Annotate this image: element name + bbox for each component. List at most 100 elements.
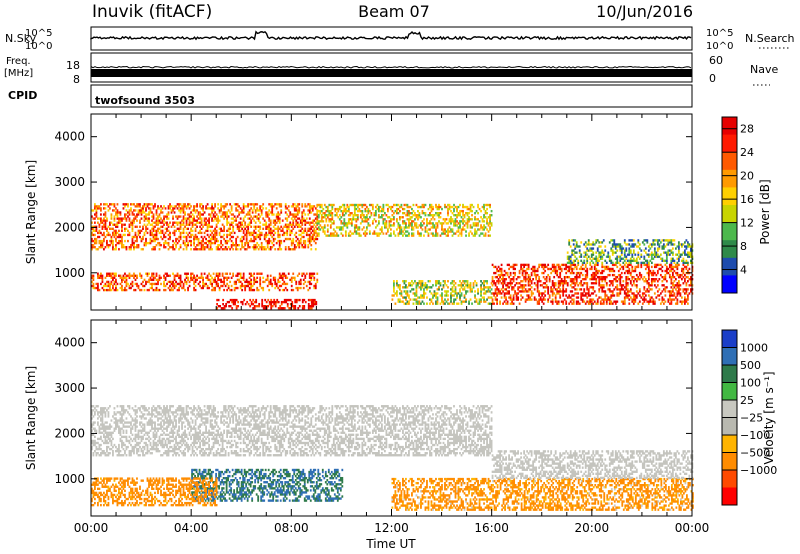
power-cell bbox=[414, 212, 416, 215]
power-cell bbox=[417, 232, 419, 235]
power-cell bbox=[286, 298, 289, 302]
power-cell bbox=[187, 227, 189, 230]
power-cell bbox=[190, 248, 192, 251]
power-cell bbox=[427, 286, 430, 289]
power-cell bbox=[283, 298, 286, 302]
power-cell bbox=[101, 246, 104, 249]
power-cell bbox=[554, 284, 557, 287]
power-cell bbox=[278, 227, 281, 230]
power-cell bbox=[100, 213, 102, 216]
power-cell bbox=[155, 229, 158, 233]
power-cell bbox=[456, 296, 458, 299]
power-cell bbox=[382, 232, 385, 235]
power-cell bbox=[623, 255, 626, 258]
power-cell bbox=[406, 205, 409, 209]
power-cell bbox=[393, 288, 395, 291]
power-cell bbox=[689, 278, 692, 281]
power-cell bbox=[412, 220, 415, 223]
power-cell bbox=[435, 232, 437, 235]
power-cell bbox=[269, 246, 272, 249]
power-cell bbox=[302, 241, 305, 245]
power-cell bbox=[414, 224, 416, 227]
power-cell bbox=[575, 300, 578, 303]
power-cell bbox=[217, 272, 220, 275]
power-cell bbox=[491, 278, 494, 281]
power-cell bbox=[409, 282, 412, 285]
power-cell bbox=[496, 300, 498, 303]
power-cell bbox=[109, 272, 111, 275]
power-cell bbox=[190, 233, 192, 237]
power-cell bbox=[97, 274, 99, 277]
power-cell bbox=[462, 203, 464, 207]
power-cell bbox=[457, 212, 460, 215]
power-cell bbox=[191, 209, 194, 212]
station-title: Inuvik (fitACF) bbox=[92, 2, 212, 22]
power-cell bbox=[668, 292, 671, 295]
power-cell bbox=[319, 212, 322, 215]
power-cell bbox=[178, 209, 180, 212]
power-cell bbox=[637, 302, 640, 305]
power-cell bbox=[284, 276, 287, 279]
power-cell bbox=[286, 305, 289, 308]
power-cell bbox=[250, 221, 253, 224]
power-cell bbox=[284, 217, 287, 220]
power-cell bbox=[652, 269, 655, 273]
power-cell bbox=[483, 234, 485, 237]
power-cell bbox=[587, 249, 590, 252]
power-cell bbox=[515, 263, 518, 267]
power-cell bbox=[229, 203, 232, 206]
power-cell bbox=[508, 290, 510, 293]
power-cell bbox=[480, 286, 482, 289]
power-cell bbox=[659, 292, 662, 295]
power-cell bbox=[471, 290, 473, 293]
power-cell bbox=[632, 249, 635, 252]
power-cell bbox=[170, 205, 173, 208]
power-cell bbox=[545, 280, 548, 283]
power-cell bbox=[92, 233, 95, 237]
power-cell bbox=[459, 294, 461, 297]
power-cell bbox=[100, 219, 102, 222]
power-cell bbox=[179, 209, 182, 212]
power-cell bbox=[358, 228, 361, 231]
power-cell bbox=[239, 211, 242, 214]
power-cell bbox=[506, 300, 509, 303]
power-cell bbox=[106, 241, 108, 245]
power-cell bbox=[125, 274, 128, 277]
power-cell bbox=[226, 241, 229, 245]
power-cell bbox=[268, 302, 271, 306]
power-cell bbox=[145, 272, 147, 275]
power-cell bbox=[178, 288, 180, 292]
power-cell bbox=[275, 215, 278, 218]
power-cell bbox=[424, 226, 427, 229]
power-cell bbox=[253, 300, 256, 304]
power-cell bbox=[682, 271, 685, 275]
power-cell bbox=[399, 230, 401, 233]
power-cell bbox=[598, 288, 601, 291]
power-cell bbox=[626, 290, 629, 293]
power-cell bbox=[568, 275, 571, 279]
power-cell bbox=[474, 222, 476, 225]
power-cell bbox=[562, 300, 565, 303]
power-cell bbox=[598, 251, 601, 254]
power-cell bbox=[173, 276, 176, 279]
power-cell bbox=[106, 274, 108, 277]
power-cell bbox=[281, 227, 284, 230]
power-cell bbox=[316, 278, 319, 282]
power-cell bbox=[670, 302, 673, 305]
power-cell bbox=[389, 234, 392, 237]
power-cell bbox=[199, 217, 201, 220]
power-cell bbox=[193, 207, 195, 210]
power-cell bbox=[584, 292, 587, 295]
power-cell bbox=[226, 219, 229, 222]
power-cell bbox=[155, 282, 158, 286]
power-cell bbox=[125, 276, 128, 279]
power-cell bbox=[408, 205, 410, 209]
power-cell bbox=[613, 294, 616, 297]
power-cell bbox=[130, 286, 132, 290]
power-cell bbox=[244, 243, 247, 247]
power-cell bbox=[212, 219, 215, 222]
power-cell bbox=[614, 247, 617, 250]
power-cell bbox=[586, 282, 589, 285]
power-cell bbox=[643, 298, 646, 301]
power-cell bbox=[466, 286, 469, 289]
